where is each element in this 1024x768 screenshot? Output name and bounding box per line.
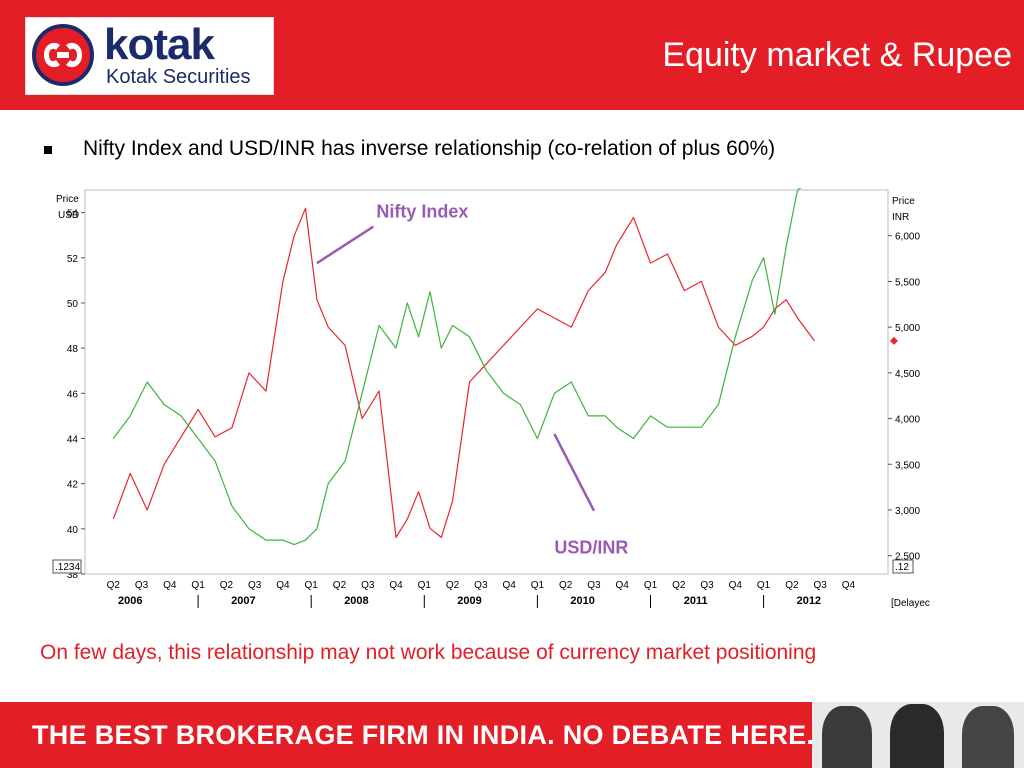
right-tick-label: 4,500 [895, 369, 920, 380]
left-tick-label: 50 [67, 299, 79, 310]
right-corner-value: .12 [895, 562, 909, 573]
quarter-label: Q2 [333, 580, 347, 591]
left-axis-label-2: USD [58, 210, 79, 221]
quarter-label: Q3 [700, 580, 714, 591]
left-tick-label: 44 [67, 434, 79, 445]
usdinr-annotation-label: USD/INR [554, 538, 628, 558]
year-label: 2011 [684, 595, 708, 607]
person-3-image [962, 706, 1014, 768]
left-tick-label: 52 [67, 254, 79, 265]
right-tick-label: 4,000 [895, 415, 920, 426]
quarter-label: Q1 [531, 580, 545, 591]
footer-photo [812, 702, 1024, 768]
kotak-logo-icon [32, 24, 94, 86]
logo-word: kotak [104, 20, 215, 69]
right-tick-label: 2,500 [895, 552, 920, 563]
quarter-label: Q2 [107, 580, 121, 591]
left-axis-label-1: Price [56, 194, 79, 205]
left-tick-label: 48 [67, 344, 79, 355]
footer-slogan: THE BEST BROKERAGE FIRM IN INDIA. NO DEB… [32, 720, 815, 750]
quarter-label: Q3 [135, 580, 149, 591]
quarter-label: Q4 [842, 580, 856, 591]
quarter-label: Q3 [474, 580, 488, 591]
quarter-label: Q3 [361, 580, 375, 591]
left-corner-box [52, 559, 82, 574]
right-tick-label: 3,500 [895, 460, 920, 471]
person-2-image [890, 704, 944, 768]
quarter-label: Q4 [616, 580, 630, 591]
quarter-label: Q2 [785, 580, 799, 591]
quarter-label: Q2 [446, 580, 460, 591]
nifty-usdinr-chart: Price USD Price INR 38 40 42 44 46 48 50 52 54 2,500 3… [52, 188, 930, 609]
quarter-label: Q3 [813, 580, 827, 591]
left-tick-label: 42 [67, 480, 79, 491]
right-axis-label-2: INR [892, 212, 909, 223]
quarter-label: Q3 [587, 580, 601, 591]
quarter-label: Q1 [644, 580, 658, 591]
quarter-label: Q1 [757, 580, 771, 591]
left-tick-label: 46 [67, 389, 79, 400]
nifty-annotation-pointer [316, 225, 375, 265]
logo-subtext: Kotak Securities [106, 66, 251, 88]
nifty-end-marker [890, 336, 898, 345]
quarter-label: Q4 [729, 580, 743, 591]
slide-title: Equity market & Rupee [662, 36, 1012, 74]
note-text: On few days, this relationship may not w… [40, 641, 817, 664]
quarter-label: Q4 [276, 580, 290, 591]
nifty-annotation-label: Nifty Index [376, 201, 468, 221]
right-tick-label: 3,000 [895, 506, 920, 517]
right-axis-label-1: Price [892, 196, 915, 207]
kotak-logo: kotak Kotak Securities [25, 17, 274, 95]
delayed-label: [Delayec [891, 598, 930, 609]
year-label: 2012 [797, 595, 821, 607]
right-tick-label: 5,000 [895, 323, 920, 334]
quarter-label: Q1 [191, 580, 205, 591]
left-tick-label: 38 [67, 570, 79, 581]
plot-frame [84, 189, 889, 575]
quarter-label: Q3 [248, 580, 262, 591]
year-label: 2006 [118, 595, 142, 607]
footer-bar: THE BEST BROKERAGE FIRM IN INDIA. NO DEB… [0, 702, 1024, 768]
quarter-label: Q4 [502, 580, 516, 591]
header-bar: kotak Kotak Securities Equity market & R… [0, 0, 1024, 110]
year-label: 2010 [570, 595, 594, 607]
nifty-index-line [112, 207, 815, 538]
usdinr-annotation-pointer [553, 433, 596, 512]
year-label: 2009 [457, 595, 481, 607]
quarter-label: Q2 [672, 580, 686, 591]
quarter-label: Q1 [418, 580, 432, 591]
usdinr-line [112, 188, 802, 546]
year-label: 2007 [231, 595, 255, 607]
right-corner-box [892, 559, 914, 574]
quarter-label: Q4 [163, 580, 177, 591]
bullet-square-icon [44, 146, 52, 154]
quarter-label: Q1 [305, 580, 319, 591]
left-corner-value: .1234 [55, 562, 80, 573]
quarter-label: Q4 [389, 580, 403, 591]
bullet-text: Nifty Index and USD/INR has inverse rela… [83, 137, 776, 160]
year-label: 2008 [344, 595, 368, 607]
right-tick-label: 5,500 [895, 277, 920, 288]
left-tick-label: 54 [67, 209, 79, 220]
quarter-label: Q2 [559, 580, 573, 591]
right-tick-label: 6,000 [895, 232, 920, 243]
left-tick-label: 40 [67, 525, 79, 536]
person-1-image [822, 706, 872, 768]
quarter-label: Q2 [220, 580, 234, 591]
